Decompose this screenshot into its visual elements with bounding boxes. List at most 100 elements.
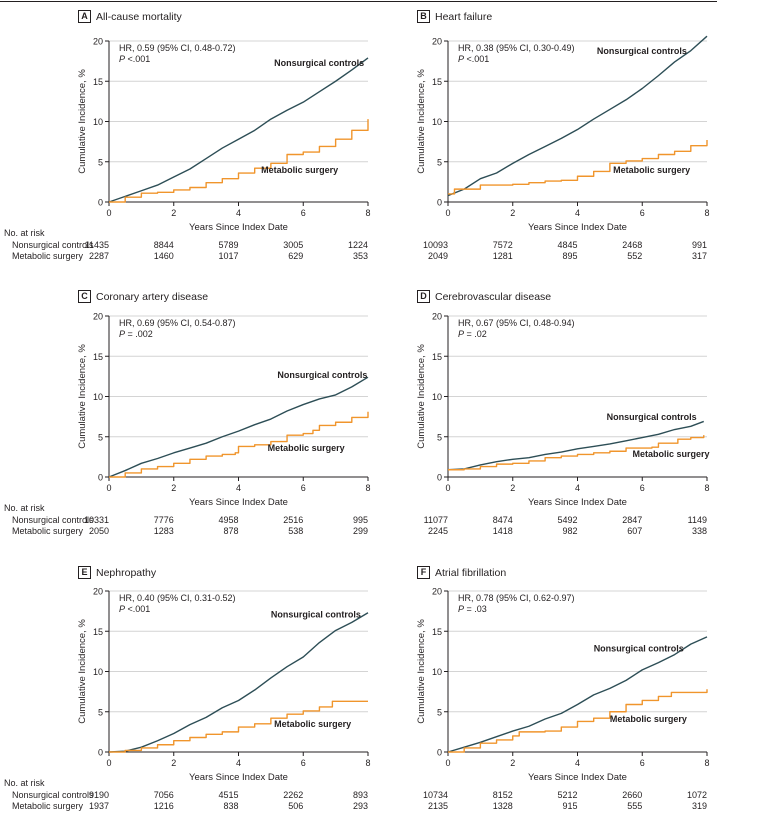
x-tick-label: 0: [106, 758, 111, 768]
hazard-ratio-annotation: HR, 0.69 (95% CI, 0.54-0.87): [119, 318, 236, 328]
p-label: P: [119, 54, 125, 64]
y-tick-label: 5: [98, 707, 103, 717]
p-label: P: [119, 604, 125, 614]
x-tick-label: 2: [171, 758, 176, 768]
risk-count: 8474: [492, 515, 513, 525]
risk-count: 1216: [153, 801, 174, 811]
x-tick-label: 0: [445, 483, 450, 493]
x-tick-label: 8: [704, 758, 709, 768]
series-line-metabolic-surgery: [109, 411, 369, 478]
p-label: P: [119, 329, 125, 339]
x-axis-label: Years Since Index Date: [189, 497, 288, 508]
risk-count: 353: [352, 251, 368, 261]
panel-title-b: B Heart failure: [417, 10, 492, 23]
y-tick-label: 10: [432, 392, 442, 402]
panel-letter: D: [417, 290, 430, 303]
risk-count: 3005: [283, 240, 304, 250]
panel-letter: F: [417, 566, 430, 579]
risk-count: 4845: [557, 240, 578, 250]
x-axis-label: Years Since Index Date: [528, 497, 627, 508]
x-tick-label: 2: [171, 208, 176, 218]
p-value-annotation: P <.001: [119, 54, 150, 64]
hazard-ratio-annotation: HR, 0.40 (95% CI, 0.31-0.52): [119, 593, 236, 603]
x-tick-label: 2: [510, 208, 515, 218]
x-tick-label: 4: [575, 208, 580, 218]
risk-count: 7776: [153, 515, 174, 525]
risk-count: 4958: [218, 515, 239, 525]
risk-count: 10093: [422, 240, 448, 250]
x-tick-label: 8: [704, 483, 709, 493]
y-tick-label: 5: [98, 157, 103, 167]
panel-title-f: F Atrial fibrillation: [417, 566, 506, 579]
p-label: P: [458, 604, 464, 614]
y-tick-label: 15: [93, 627, 103, 637]
series-label-nonsurgical-controls: Nonsurgical controls: [277, 370, 367, 380]
x-tick-label: 4: [236, 208, 241, 218]
risk-count: 2050: [88, 526, 109, 536]
y-tick-label: 0: [98, 198, 103, 208]
x-tick-label: 4: [575, 758, 580, 768]
y-tick-label: 20: [432, 37, 442, 47]
x-tick-label: 8: [704, 208, 709, 218]
panel-letter: E: [78, 566, 91, 579]
y-axis-label: Cumulative Incidence, %: [416, 619, 427, 724]
risk-count: 10734: [422, 790, 448, 800]
panel-title-text: Atrial fibrillation: [435, 566, 507, 579]
y-tick-label: 20: [432, 587, 442, 597]
panel-f: 0 5 10 15 20 0 2 4 6 8 Years Since Index Date Cumul…: [416, 587, 710, 784]
risk-count: 293: [352, 801, 368, 811]
series-label-nonsurgical-controls: Nonsurgical controls: [597, 46, 687, 56]
y-tick-label: 20: [93, 312, 103, 322]
p-label: P: [458, 329, 464, 339]
x-axis-label: Years Since Index Date: [528, 772, 627, 783]
y-axis-label: Cumulative Incidence, %: [416, 344, 427, 449]
risk-count: 1937: [88, 801, 109, 811]
x-tick-label: 6: [301, 483, 306, 493]
risk-count: 991: [691, 240, 707, 250]
risk-count: 7056: [153, 790, 174, 800]
risk-count: 607: [627, 526, 643, 536]
risk-row-label: Metabolic surgery: [12, 801, 84, 811]
panel-letter: B: [417, 10, 430, 23]
risk-count: 838: [223, 801, 239, 811]
risk-row-label: Metabolic surgery: [12, 251, 84, 261]
p-value-annotation: P <.001: [458, 54, 489, 64]
risk-count: 555: [627, 801, 643, 811]
risk-count: 2516: [283, 515, 304, 525]
risk-count: 878: [223, 526, 239, 536]
risk-count: 5212: [557, 790, 578, 800]
risk-count: 2049: [427, 251, 448, 261]
series-label-metabolic-surgery: Metabolic surgery: [274, 719, 351, 729]
x-axis-label: Years Since Index Date: [189, 222, 288, 233]
x-axis-label: Years Since Index Date: [528, 222, 627, 233]
panel-b: 0 5 10 15 20 0 2 4 6 8 Years Since Index Date Cumul…: [416, 35, 710, 233]
y-axis-label: Cumulative Incidence, %: [77, 344, 88, 449]
y-tick-label: 0: [98, 473, 103, 483]
risk-count: 552: [627, 251, 643, 261]
series-line-nonsurgical-controls: [447, 636, 708, 753]
x-tick-label: 2: [510, 758, 515, 768]
x-tick-label: 4: [236, 483, 241, 493]
risk-count: 995: [352, 515, 368, 525]
risk-count: 5789: [218, 240, 239, 250]
series-label-nonsurgical-controls: Nonsurgical controls: [274, 58, 364, 68]
risk-count: 893: [352, 790, 368, 800]
risk-count: 2847: [622, 515, 643, 525]
p-value: = .002: [125, 329, 153, 339]
panel-title-c: C Coronary artery disease: [78, 290, 208, 303]
series-line-nonsurgical-controls: [447, 35, 708, 197]
risk-table-title: No. at risk: [4, 503, 45, 513]
y-tick-label: 5: [437, 157, 442, 167]
x-tick-label: 2: [171, 483, 176, 493]
x-tick-label: 6: [640, 208, 645, 218]
p-value-annotation: P = .03: [458, 604, 487, 614]
risk-count: 1460: [153, 251, 174, 261]
hazard-ratio-annotation: HR, 0.67 (95% CI, 0.48-0.94): [458, 318, 575, 328]
y-tick-label: 15: [432, 77, 442, 87]
panel-title-d: D Cerebrovascular disease: [417, 290, 551, 303]
y-tick-label: 15: [93, 352, 103, 362]
panel-c: 0 5 10 15 20 0 2 4 6 8 Years Since Index Date Cumul…: [77, 312, 371, 509]
hazard-ratio-annotation: HR, 0.59 (95% CI, 0.48-0.72): [119, 43, 236, 53]
hazard-ratio-annotation: HR, 0.38 (95% CI, 0.30-0.49): [458, 43, 575, 53]
